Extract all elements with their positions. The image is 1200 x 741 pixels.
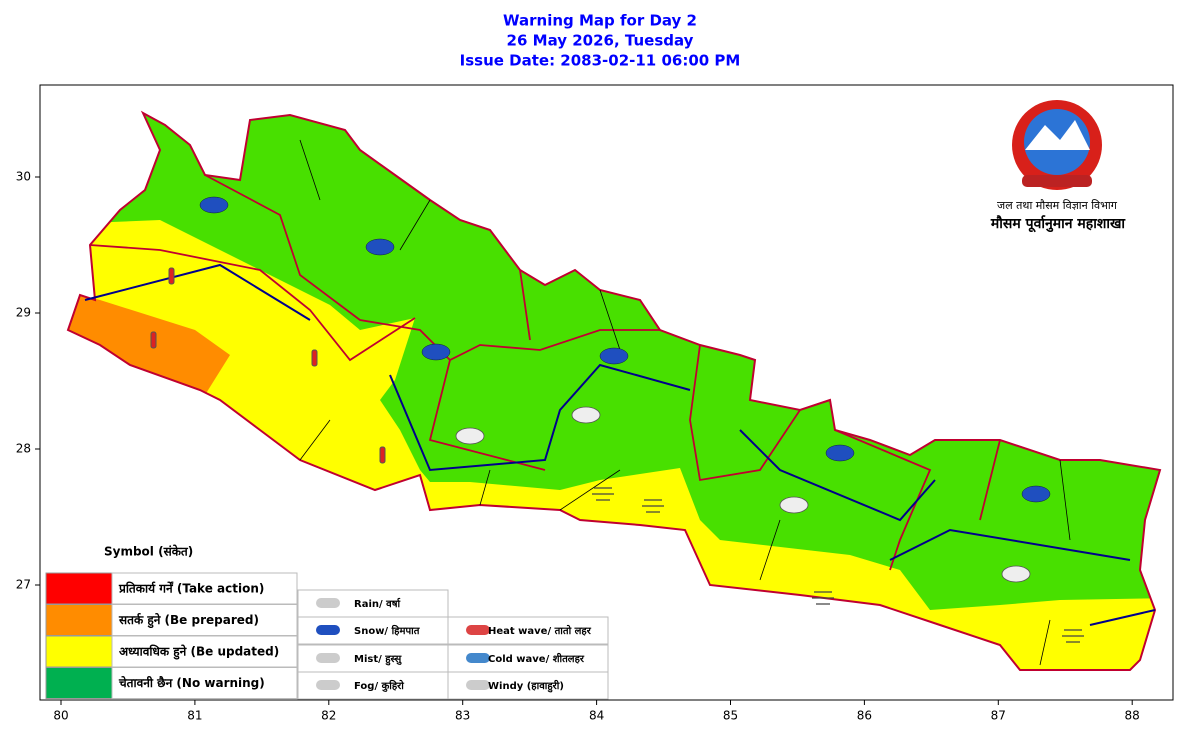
symbol-icon <box>316 598 340 608</box>
y-tick-label: 30 <box>16 170 31 184</box>
weather-icons <box>150 196 1084 643</box>
x-tick-label: 84 <box>589 709 604 723</box>
x-tick-label: 85 <box>723 709 738 723</box>
y-tick-label: 27 <box>16 578 31 592</box>
x-tick-label: 82 <box>321 709 336 723</box>
symbol-icon <box>316 625 340 635</box>
symbol-label: Snow/ हिमपात <box>354 624 421 637</box>
level-swatch <box>45 667 113 699</box>
emblem <box>1012 100 1102 190</box>
symbol-label: Fog/ कुहिरो <box>354 679 404 692</box>
symbol-label: Rain/ वर्षा <box>354 597 401 610</box>
x-tick-label: 81 <box>187 709 202 723</box>
x-tick-label: 80 <box>53 709 68 723</box>
x-tick-label: 86 <box>857 709 872 723</box>
y-tick-label: 29 <box>16 306 31 320</box>
symbol-icon <box>316 680 340 690</box>
level-label: अध्यावधिक हुने (Be updated) <box>119 645 279 661</box>
symbol-label: Cold wave/ शीतलहर <box>488 652 585 665</box>
symbol-icon <box>466 625 490 635</box>
x-tick-label: 83 <box>455 709 470 723</box>
boundaries <box>67 112 1161 671</box>
symbol-label: Heat wave/ तातो लहर <box>488 624 592 637</box>
legend: प्रतिकार्य गर्नें (Take action) सतर्क हुन… <box>45 572 609 700</box>
symbol-icon <box>466 680 490 690</box>
level-box <box>111 604 298 636</box>
x-tick-label: 88 <box>1125 709 1140 723</box>
department: जल तथा मौसम विज्ञान विभाग <box>997 199 1118 212</box>
issue-date: Issue Date: 2083-02-11 06:00 PM <box>460 52 741 70</box>
level-box <box>111 667 298 699</box>
map-frame <box>39 84 1174 701</box>
level-label: सतर्क हुने (Be prepared) <box>118 613 259 629</box>
division: मौसम पूर्वानुमान महाशाखा <box>990 215 1127 233</box>
axes: 80 81 82 83 84 85 86 87 88 27 28 29 30 <box>16 170 1140 723</box>
date: 26 May 2026, Tuesday <box>507 32 694 50</box>
level-label: चेतावनी छैन (No warning) <box>118 676 265 690</box>
symbol-label: Mist/ हुस्सु <box>354 654 403 666</box>
legend-title: Symbol (संकेत) <box>104 545 193 559</box>
title: Warning Map for Day 2 <box>503 12 697 30</box>
x-tick-label: 87 <box>991 709 1006 723</box>
level-box <box>111 572 298 605</box>
level-swatch <box>45 635 113 668</box>
symbol-box <box>297 589 449 618</box>
level-swatch <box>45 604 113 636</box>
y-tick-label: 28 <box>16 442 31 456</box>
symbol-label: Windy (हावाहुरी) <box>488 679 564 693</box>
be-prepared-area <box>68 290 230 395</box>
symbol-icon <box>316 653 340 663</box>
symbol-icon <box>466 653 490 663</box>
level-swatch <box>45 572 113 605</box>
level-label: प्रतिकार्य गर्नें (Take action) <box>118 582 264 596</box>
